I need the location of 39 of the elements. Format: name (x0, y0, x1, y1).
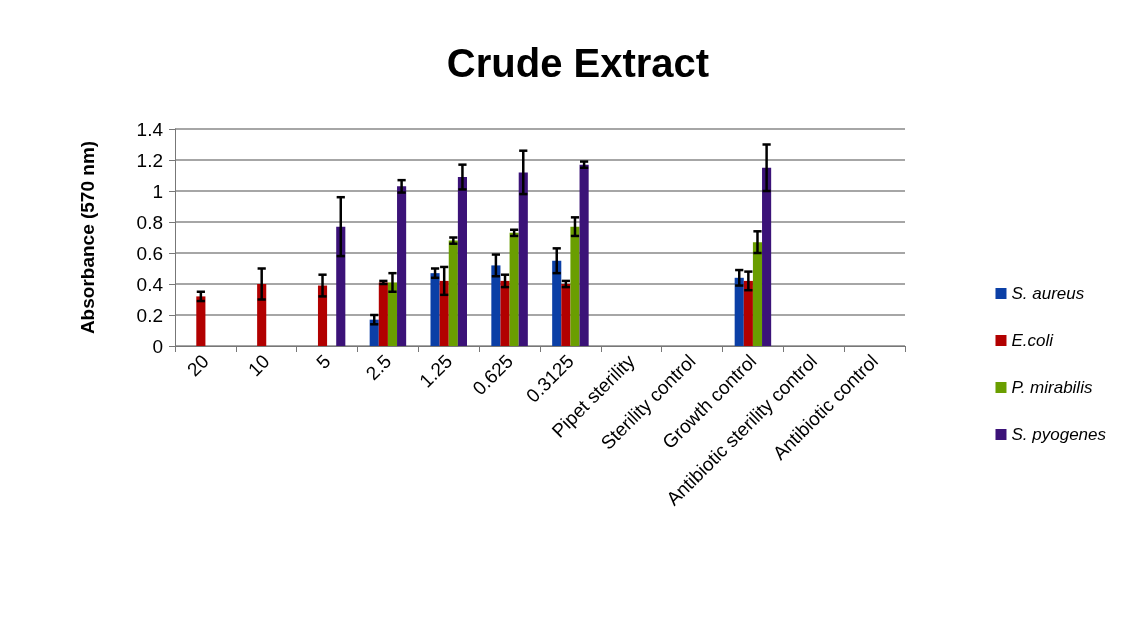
x-tick-label: 5 (312, 350, 335, 373)
bar (457, 177, 467, 346)
y-tick-label: 0.4 (136, 273, 164, 295)
legend-label: P. mirabilis (1011, 378, 1093, 397)
y-tick-label: 0.2 (136, 304, 163, 326)
bar (743, 280, 753, 346)
bar (336, 226, 346, 346)
bar (752, 242, 763, 346)
bar (439, 280, 449, 346)
bar (491, 265, 501, 346)
legend-label: S. pyogenes (1011, 425, 1107, 444)
bar (570, 226, 580, 346)
legend-label: S. aureus (1011, 284, 1085, 303)
bar (518, 172, 528, 346)
bar (448, 240, 458, 346)
legend-label: E.coli (1011, 331, 1055, 350)
y-axis-title: Absorbance (570 nm) (77, 140, 98, 335)
y-tick-label: 0.8 (136, 211, 163, 233)
y-tick-label: 1.2 (136, 149, 163, 171)
x-tick-label: 20 (183, 350, 213, 381)
y-tick-label: 1 (152, 180, 163, 202)
bar (552, 260, 562, 346)
bar (734, 277, 744, 346)
bar (762, 167, 772, 346)
bar (509, 232, 519, 346)
bar (500, 280, 510, 346)
bar (397, 186, 407, 346)
y-tick-label: 0.6 (136, 242, 163, 264)
y-tick-label: 0 (152, 335, 163, 357)
bar (579, 164, 589, 346)
bar (561, 284, 571, 346)
bar (430, 273, 440, 346)
bar (196, 296, 206, 346)
x-tick-label: 10 (243, 350, 274, 381)
bar (378, 282, 388, 346)
bar (387, 282, 398, 346)
chart-title: Crude Extract (446, 41, 710, 85)
y-tick-label: 1.4 (136, 118, 164, 140)
x-tick-label: 2.5 (361, 350, 396, 385)
